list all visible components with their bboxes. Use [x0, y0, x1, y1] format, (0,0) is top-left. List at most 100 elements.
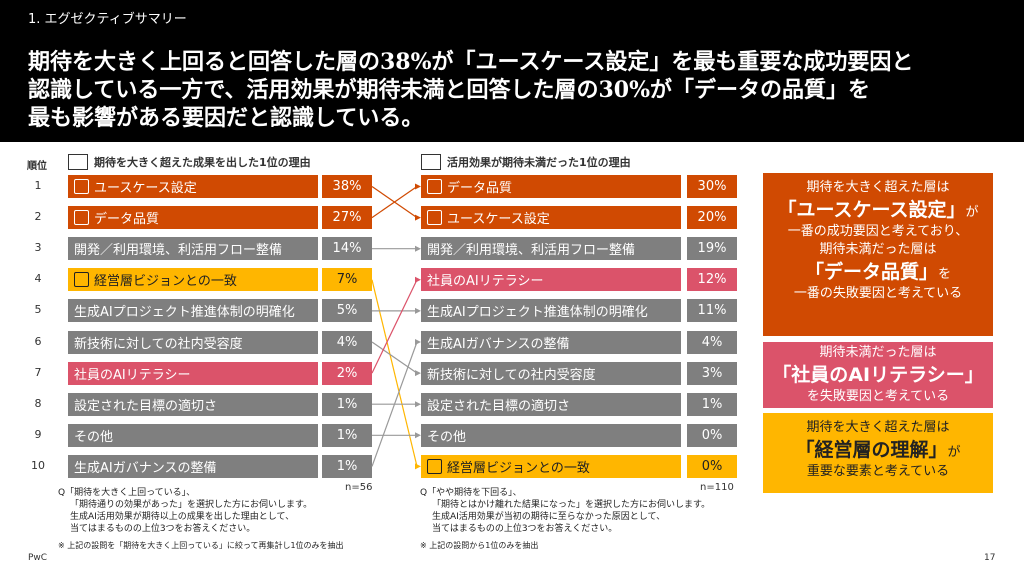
right-factor-percent: 0% [687, 423, 737, 447]
summary-text: 期待未満だった層は [819, 242, 937, 257]
left-factor-percent: 14% [322, 237, 372, 261]
right-factor-bar: 経営層ビジョンとの一致 [421, 454, 681, 478]
left-factor-bar: 開発／利用環境、利活用フロー整備 [68, 237, 318, 261]
right-factor-label: 経営層ビジョンとの一致 [447, 460, 590, 476]
right-factor-bar: ユースケース設定 [421, 206, 681, 230]
right-factor-percent: 12% [687, 268, 737, 292]
summary-text: 期待を大きく超えた層は [806, 420, 950, 435]
right-factor-label: 新技術に対しての社内受容度 [427, 367, 596, 383]
right-factor-label: データ品質 [447, 181, 513, 196]
note-line: Q「やや期待を下回る」、 [420, 488, 522, 498]
right-factor-bar: データ品質 [421, 175, 681, 198]
note-line: 「期待とはかけ離れた結果になった」を選択した方にお伺いします。 [432, 500, 711, 510]
summary-text: 一番の失敗要因と考えている [793, 286, 963, 301]
right-factor-label: 開発／利用環境、利活用フロー整備 [427, 243, 636, 259]
summary-emphasis: 「社員のAIリテラシー」 [772, 364, 984, 386]
summary-emphasis: 「データ品質」 [804, 261, 938, 283]
left-factor-percent: 1% [322, 423, 372, 447]
connector-arrowhead [415, 370, 421, 377]
right-factor-percent: 1% [687, 392, 737, 416]
bar-chart-down-icon [421, 154, 441, 170]
summary-box-success: 期待を大きく超えた層は 「ユースケース設定」が 一番の成功要因と考えており、 期… [763, 173, 993, 336]
right-factor-bar: 開発／利用環境、利活用フロー整備 [421, 237, 681, 261]
category-icon [74, 272, 89, 288]
left-factor-bar: 生成AIガバナンスの整備 [68, 454, 318, 478]
summary-text: を [938, 267, 952, 282]
left-factor-bar: データ品質 [68, 206, 318, 230]
bar-chart-icon [68, 154, 88, 170]
connector-line [371, 186, 418, 219]
left-factor-percent: 7% [322, 268, 372, 292]
connector-line [371, 341, 418, 374]
left-factor-percent: 4% [322, 330, 372, 354]
right-factor-bar: 生成AIプロジェクト推進体制の明確化 [421, 299, 681, 323]
rank-label: 順位 [27, 161, 47, 172]
left-question-note: Q「期待を大きく上回っている」、 「期待通りの効果があった」を選択した方にお伺い… [58, 487, 312, 535]
right-factor-bar: 設定された目標の適切さ [421, 392, 681, 416]
left-factor-percent: 27% [322, 206, 372, 230]
left-factor-percent: 1% [322, 392, 372, 416]
note-line: 生成AI活用効果が当初の期待に至らなかった原因として、 [432, 512, 666, 522]
left-factor-label: その他 [74, 429, 114, 445]
connector-arrowhead [415, 276, 421, 283]
left-column-title: 期待を大きく超えた成果を出した1位の理由 [68, 154, 311, 170]
right-factor-percent: 11% [687, 299, 737, 323]
left-factor-label: 社員のAIリテラシー [74, 367, 191, 383]
left-factor-label: 開発／利用環境、利活用フロー整備 [74, 243, 283, 259]
headline-line: 認識している一方で、活用効果が期待未満と回答した層の30%が「データの品質」を [28, 77, 870, 103]
summary-emphasis: 「経営層の理解」 [795, 439, 948, 461]
page-number: 17 [984, 553, 996, 563]
left-factor-label: 新技術に対しての社内受容度 [74, 336, 243, 352]
right-factor-bar: 新技術に対しての社内受容度 [421, 361, 681, 385]
connector-line [371, 341, 418, 467]
left-factor-percent: 2% [322, 361, 372, 385]
summary-emphasis: 「ユースケース設定」 [777, 199, 966, 221]
left-factor-percent: 38% [322, 175, 372, 198]
left-sample-size: n=56 [345, 482, 373, 493]
right-title-text: 活用効果が期待未満だった1位の理由 [447, 156, 631, 169]
category-icon [427, 179, 442, 194]
headline-line: 期待を大きく上回ると回答した層の38%が「ユースケース設定」を最も重要な成功要因… [28, 49, 914, 75]
summary-text: 期待を大きく超えた層は [806, 180, 950, 195]
connector-arrowhead [415, 183, 421, 190]
left-factor-bar: 設定された目標の適切さ [68, 392, 318, 416]
connector-arrowhead [415, 214, 421, 221]
left-factor-bar: 新技術に対しての社内受容度 [68, 330, 318, 354]
right-factor-label: 設定された目標の適切さ [427, 398, 571, 414]
connector-arrowhead [415, 339, 421, 345]
right-column-title: 活用効果が期待未満だった1位の理由 [421, 154, 631, 170]
summary-box-literacy: 期待未満だった層は 「社員のAIリテラシー」 を失敗要因と考えている [763, 342, 993, 408]
right-factor-percent: 19% [687, 237, 737, 261]
connector-arrowhead [415, 432, 421, 439]
section-title: 1. エグゼクティブサマリー [28, 12, 187, 27]
left-factor-label: 経営層ビジョンとの一致 [94, 274, 237, 290]
rank-number: 4 [34, 272, 42, 286]
note-line: 「期待通りの効果があった」を選択した方にお伺いします。 [70, 500, 313, 510]
summary-text: が [965, 205, 979, 220]
rank-number: 10 [31, 458, 45, 472]
footer-brand: PwC [28, 553, 48, 563]
note-line: 生成AI活用効果が期待以上の成果を出した理由として、 [70, 512, 295, 522]
left-factor-percent: 5% [322, 299, 372, 323]
summary-text: 一番の成功要因と考えており、 [787, 224, 969, 239]
left-footnote: ※ 上記の設問を「期待を大きく上回っている」に絞って再集計し1位のみを抽出 [58, 541, 344, 550]
rank-number: 1 [34, 179, 42, 192]
category-icon [427, 458, 442, 474]
connector-arrowhead [415, 401, 421, 408]
header-band: 1. エグゼクティブサマリー 期待を大きく上回ると回答した層の38%が「ユースケ… [0, 0, 1024, 142]
rank-number: 2 [34, 210, 42, 224]
connector-arrowhead [415, 245, 421, 252]
summary-text: が [947, 445, 961, 460]
right-factor-label: その他 [427, 429, 467, 445]
left-title-text: 期待を大きく超えた成果を出した1位の理由 [94, 156, 311, 169]
rank-number: 8 [34, 396, 42, 410]
headline-line: 最も影響がある要因だと認識している。 [28, 105, 424, 131]
right-factor-percent: 20% [687, 206, 737, 230]
left-factor-label: ユースケース設定 [94, 181, 197, 196]
connector-line [371, 279, 418, 374]
note-line: Q「期待を大きく上回っている」、 [58, 488, 196, 498]
right-factor-bar: 社員のAIリテラシー [421, 268, 681, 292]
right-factor-bar: その他 [421, 423, 681, 447]
category-icon [427, 210, 442, 226]
